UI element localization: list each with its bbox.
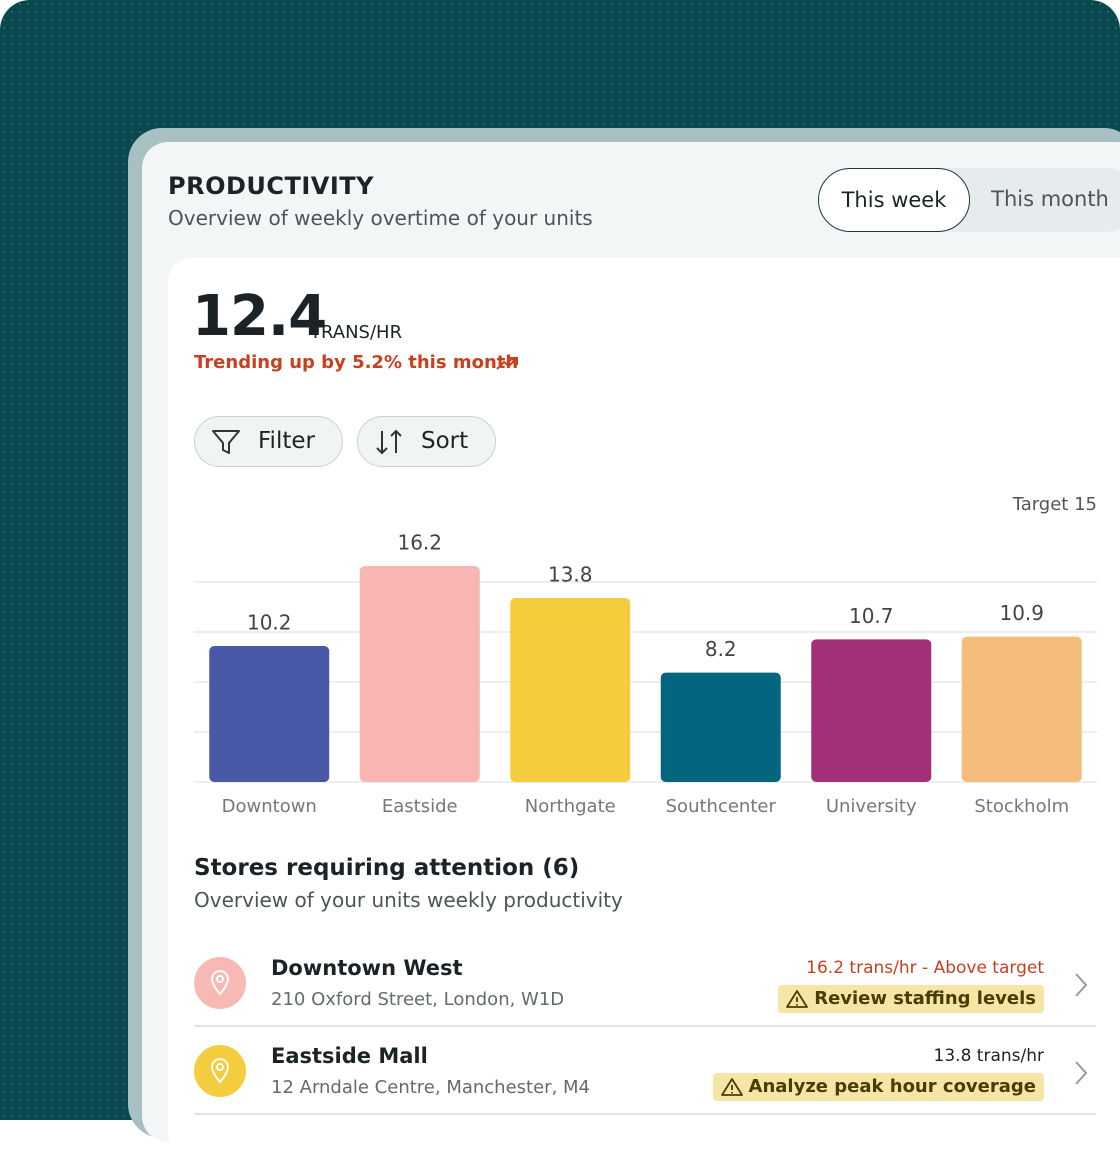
value-label: 8.2 <box>705 637 737 661</box>
sort-button[interactable]: Sort <box>357 416 496 467</box>
filter-button[interactable]: Filter <box>194 416 343 467</box>
store-name: Eastside Mall <box>271 1044 428 1068</box>
action-text: Review staffing levels <box>814 988 1036 1009</box>
bar <box>660 672 781 782</box>
value-label: 13.8 <box>548 563 593 587</box>
bar <box>359 566 480 782</box>
store-icon <box>194 1045 246 1097</box>
store-status: 16.2 trans/hr - Above target <box>806 958 1044 978</box>
trend-icon <box>496 357 518 370</box>
bar-chart: Target 15 Downtown 10.2 Eastside 16.2 Northg… <box>194 494 1097 817</box>
page-subtitle: Overview of weekly overtime of your unit… <box>168 206 593 230</box>
toggle-option[interactable]: This month <box>991 187 1109 211</box>
chevron <box>1075 1061 1088 1085</box>
x-tick-label: Eastside <box>382 796 458 817</box>
divider <box>194 1025 1096 1027</box>
store-name: Downtown West <box>271 956 463 980</box>
button-label: Sort <box>421 428 469 454</box>
target-annotation: Target 15 <box>1012 494 1097 515</box>
button-label: Filter <box>258 428 315 454</box>
store-action: Review staffing levels <box>778 985 1044 1013</box>
bar <box>510 598 631 782</box>
page-title: PRODUCTIVITY <box>168 172 375 200</box>
action-text: Analyze peak hour coverage <box>748 1076 1036 1097</box>
store-row[interactable]: Downtown West 210 Oxford Street, London,… <box>194 944 1096 1024</box>
chevron <box>1075 973 1088 997</box>
value-label: 10.7 <box>849 604 894 628</box>
store-address: 210 Oxford Street, London, W1D <box>271 989 565 1010</box>
x-tick-label: Northgate <box>525 796 616 817</box>
store-status: 13.8 trans/hr <box>933 1046 1044 1066</box>
bar <box>811 639 932 782</box>
toggle-option[interactable]: This week <box>818 168 970 232</box>
period-toggle: This week This month <box>818 168 1120 232</box>
divider <box>194 1113 1096 1115</box>
kpi-trend: Trending up by 5.2% this month <box>194 352 519 373</box>
x-tick-label: University <box>826 796 917 817</box>
section-subtitle: Overview of your units weekly productivi… <box>194 888 623 912</box>
kpi-unit: TRANS/HR <box>310 322 403 343</box>
x-tick-label: Stockholm <box>974 796 1069 817</box>
kpi-value: 12.4 <box>192 284 327 349</box>
value-label: 10.2 <box>247 611 292 635</box>
value-label: 10.9 <box>999 601 1044 625</box>
store-icon <box>194 957 246 1009</box>
x-tick-label: Downtown <box>222 796 317 817</box>
bar <box>961 636 1082 782</box>
bar <box>209 646 330 782</box>
value-label: 16.2 <box>397 531 442 555</box>
x-tick-label: Southcenter <box>666 796 777 817</box>
store-address: 12 Arndale Centre, Manchester, M4 <box>271 1077 590 1098</box>
section-title: Stores requiring attention (6) <box>194 855 580 881</box>
store-action: Analyze peak hour coverage <box>712 1073 1044 1101</box>
sort-icon <box>376 429 402 455</box>
store-row[interactable]: Eastside Mall 12 Arndale Centre, Manches… <box>194 1032 1096 1112</box>
filter-icon <box>212 430 240 454</box>
